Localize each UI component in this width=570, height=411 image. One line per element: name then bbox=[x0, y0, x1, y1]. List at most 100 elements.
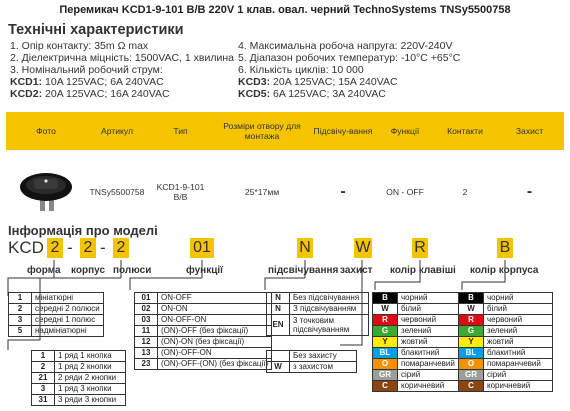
table-cell-light: - bbox=[340, 183, 346, 200]
specs-right: 4. Максимальна робоча напруга: 220V-240V… bbox=[238, 40, 461, 100]
product-table: Фото Артикул Тип Розміри отвору для монт… bbox=[6, 112, 564, 234]
color-code: GR bbox=[458, 369, 484, 381]
color-code: C bbox=[372, 380, 398, 392]
code-part-form: 2 bbox=[47, 238, 63, 258]
functions-list: 01 ON-OFF 02 ON-ON 03 ON-OFF-ON 11 (ON)-OFF … bbox=[134, 292, 273, 370]
color-code: C bbox=[458, 380, 484, 392]
label-form: форма bbox=[27, 265, 61, 276]
list-item: 3 середні 1 полюс bbox=[8, 314, 104, 326]
list-item: 02 ON-ON bbox=[134, 303, 273, 315]
list-item: 11 (ON)-OFF (без фіксації) bbox=[134, 325, 273, 337]
table-cell-type: KCD1-9-101 B/B bbox=[156, 182, 205, 202]
color-name: коричневий bbox=[397, 380, 467, 392]
form-list: 1 мініатюрні 2 середні 2 полюси 3 середні 1… bbox=[8, 292, 104, 337]
color-name: зелений bbox=[397, 325, 467, 337]
specs-left: 1. Опір контакту: 35m Ω max 2. Діелектри… bbox=[10, 40, 234, 100]
color-name: червоний bbox=[483, 314, 553, 326]
code-part-body: 2 bbox=[80, 238, 96, 258]
label-poles: полюси bbox=[113, 265, 152, 276]
list-item: EN 3 точковим підсвічуванням bbox=[266, 314, 369, 336]
color-name: білий bbox=[397, 303, 467, 315]
page-title: Перемикач KCD1-9-101 B/B 220V 1 клав. ов… bbox=[59, 4, 511, 16]
list-item: 12 (ON)-ON (без фіксації) bbox=[134, 336, 273, 348]
code-part-light: N bbox=[297, 238, 313, 258]
list-item: N Без підсвічування bbox=[266, 292, 369, 304]
list-item: 03 ON-OFF-ON bbox=[134, 314, 273, 326]
color-item: BL блакитний bbox=[458, 347, 553, 359]
rocker-switch-icon bbox=[20, 173, 72, 211]
color-name: зелений bbox=[483, 325, 553, 337]
table-row: TNSy5500758 KCD1-9-101 B/B 25*17мм - ON … bbox=[6, 150, 564, 234]
table-header: Фото bbox=[6, 112, 86, 150]
color-code: R bbox=[458, 314, 484, 326]
list-item: 01 ON-OFF bbox=[134, 292, 273, 304]
color-code: R bbox=[372, 314, 398, 326]
color-item: GR сірий bbox=[458, 369, 553, 381]
color-code: Y bbox=[458, 336, 484, 348]
color-name: чорний bbox=[397, 292, 467, 304]
color-name: жовтий bbox=[397, 336, 467, 348]
label-key-color: колір клавіші bbox=[390, 265, 456, 276]
color-code: O bbox=[372, 358, 398, 370]
code-part-protect: W bbox=[354, 238, 372, 258]
list-item: 21 2 ряди 2 кнопки bbox=[31, 372, 126, 384]
color-code: BL bbox=[458, 347, 484, 359]
list-item: 31 3 ряди 3 кнопки bbox=[31, 394, 126, 406]
color-code: GR bbox=[372, 369, 398, 381]
color-name: блакитний bbox=[397, 347, 467, 359]
table-header: Розміри отвору для монтажа bbox=[213, 112, 311, 150]
list-item: 5 надмініатюрні bbox=[8, 325, 104, 337]
label-light: підсвічування bbox=[268, 265, 339, 276]
table-header: Функції bbox=[375, 112, 435, 150]
color-item: BL блакитний bbox=[372, 347, 467, 359]
color-code: Y bbox=[372, 336, 398, 348]
table-header: Тип bbox=[148, 112, 213, 150]
code-dash: - bbox=[100, 238, 106, 257]
table-cell-function: ON - OFF bbox=[386, 187, 424, 197]
color-name: чорний bbox=[483, 292, 553, 304]
product-photo bbox=[6, 150, 86, 234]
table-header: Підсвічу-вання bbox=[311, 112, 375, 150]
list-item: 1 мініатюрні bbox=[8, 292, 104, 304]
color-code: G bbox=[458, 325, 484, 337]
color-name: червоний bbox=[397, 314, 467, 326]
color-code: O bbox=[458, 358, 484, 370]
color-name: коричневий bbox=[483, 380, 553, 392]
table-header: Контакти bbox=[435, 112, 495, 150]
list-item: 2 середні 2 полюси bbox=[8, 303, 104, 315]
code-dash: - bbox=[67, 238, 73, 257]
table-header: Артикул bbox=[86, 112, 148, 150]
code-part-functions: 01 bbox=[190, 238, 214, 258]
list-item: 23 (ON)-OFF-(ON) (без фіксації) bbox=[134, 358, 273, 370]
table-cell-contacts: 2 bbox=[462, 187, 468, 197]
code-part-key-color: R bbox=[412, 238, 428, 258]
table-cell-size: 25*17мм bbox=[244, 187, 280, 197]
code-part-body-color: B bbox=[497, 238, 513, 258]
color-code: B bbox=[458, 292, 484, 304]
model-info-heading: Інформація про моделі bbox=[8, 223, 158, 238]
color-name: блакитний bbox=[483, 347, 553, 359]
label-functions: функції bbox=[186, 265, 223, 276]
table-cell-sku: TNSy5500758 bbox=[89, 187, 145, 197]
